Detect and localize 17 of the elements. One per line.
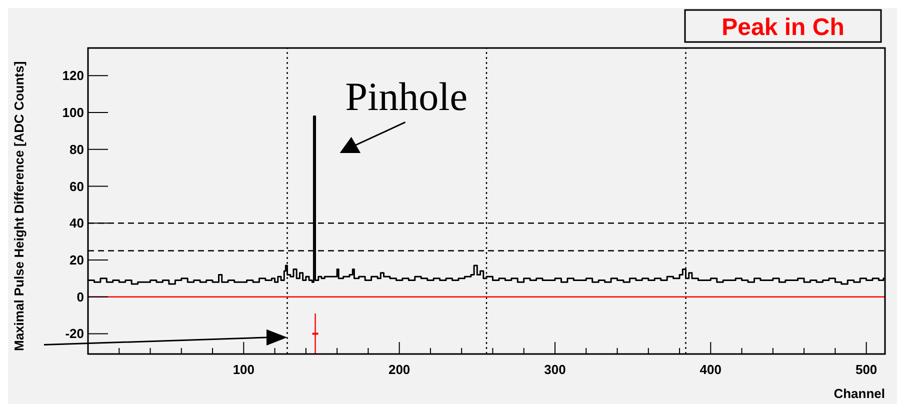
x-tick-label: 200 [388, 362, 410, 377]
y-tick-label: 100 [62, 105, 84, 120]
text: Peak in Ch [722, 14, 844, 41]
x-tick-label: 500 [855, 362, 878, 377]
x-tick-label: 100 [232, 362, 255, 377]
annotation: Pinhole [345, 74, 468, 120]
x-tick-label: 400 [700, 362, 722, 377]
y-tick-label: 60 [70, 178, 84, 194]
y-tick-label: 120 [62, 68, 84, 84]
y-tick-label: 80 [70, 142, 84, 157]
y-tick-label: 20 [70, 252, 84, 268]
y-tick-label: 0 [76, 289, 84, 304]
y-tick-label: 40 [70, 216, 84, 231]
x-tick-label: 300 [544, 362, 566, 377]
x-axis-title: Channel [834, 386, 885, 401]
y-tick-label: -20 [65, 326, 84, 342]
y-axis-title: Maximal Pulse Height Difference [ADC Counts] [12, 61, 27, 351]
